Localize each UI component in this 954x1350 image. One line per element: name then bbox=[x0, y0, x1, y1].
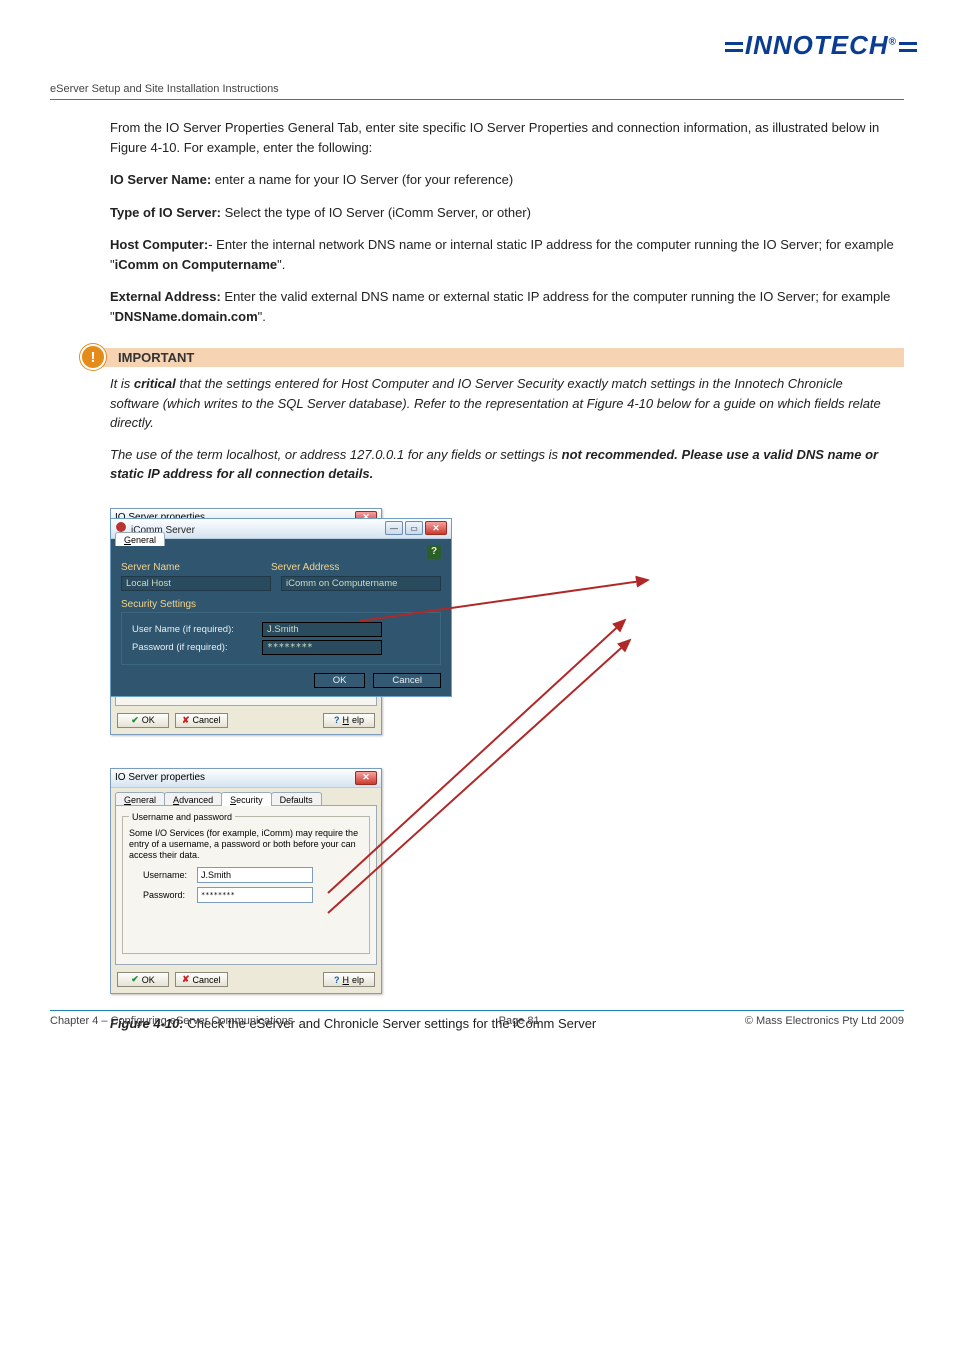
footer-right: © Mass Electronics Pty Ltd 2009 bbox=[745, 1015, 904, 1027]
io-server-properties-security-window: IO Server properties ✕ General Advanced … bbox=[110, 768, 382, 995]
cancel-button[interactable]: ✘Cancel bbox=[175, 713, 228, 728]
important-block: ! IMPORTANT It is critical that the sett… bbox=[50, 344, 904, 484]
security-settings-title: Security Settings bbox=[121, 599, 441, 610]
security-username-input[interactable]: J.Smith bbox=[197, 867, 313, 883]
tab-security[interactable]: Security bbox=[221, 792, 272, 806]
icomm-password-input[interactable]: ******** bbox=[262, 640, 382, 655]
server-name-value[interactable]: Local Host bbox=[121, 576, 271, 591]
tab-general[interactable]: General bbox=[115, 792, 165, 806]
server-address-header: Server Address bbox=[271, 562, 431, 573]
tab-defaults[interactable]: Defaults bbox=[271, 792, 322, 806]
tab-general[interactable]: General bbox=[115, 532, 165, 546]
win2-user-label: Username: bbox=[143, 870, 193, 880]
app-icon bbox=[115, 521, 127, 533]
win2-title: IO Server properties bbox=[115, 772, 205, 783]
tab-advanced[interactable]: Advanced bbox=[164, 792, 222, 806]
document-header: eServer Setup and Site Installation Inst… bbox=[50, 83, 904, 95]
help-button[interactable]: ?Help bbox=[323, 713, 375, 728]
important-p2: The use of the term localhost, or addres… bbox=[110, 445, 894, 484]
win2-desc: Some I/O Services (for example, iComm) m… bbox=[129, 828, 363, 862]
win2-group-label: Username and password bbox=[129, 812, 235, 822]
ok-button[interactable]: ✔OK bbox=[117, 972, 169, 987]
icomm-username-input[interactable]: J.Smith bbox=[262, 622, 382, 637]
win3-pass-label: Password (if required): bbox=[132, 642, 262, 653]
maximize-icon[interactable]: ▭ bbox=[405, 521, 423, 535]
server-address-value[interactable]: iComm on Computername bbox=[281, 576, 441, 591]
ok-button[interactable]: ✔OK bbox=[117, 713, 169, 728]
win3-user-label: User Name (if required): bbox=[132, 624, 262, 635]
ok-button[interactable]: OK bbox=[314, 673, 366, 688]
page-footer: Chapter 4 – Configuring eServer Communic… bbox=[50, 1010, 904, 1027]
cancel-button[interactable]: Cancel bbox=[373, 673, 441, 688]
host-line: Host Computer:- Enter the internal netwo… bbox=[110, 235, 894, 274]
close-icon[interactable]: ✕ bbox=[355, 771, 377, 785]
ext-line: External Address: Enter the valid extern… bbox=[110, 287, 894, 326]
type-line: Type of IO Server: Select the type of IO… bbox=[110, 203, 894, 223]
figure-area: IO Server properties ✕ General Advanced … bbox=[110, 508, 904, 1008]
server-name-header: Server Name bbox=[121, 562, 271, 573]
security-password-input[interactable]: ******** bbox=[197, 887, 313, 903]
important-p1: It is critical that the settings entered… bbox=[110, 374, 894, 433]
help-button[interactable]: ?Help bbox=[323, 972, 375, 987]
win2-tabs: General Advanced Security Defaults bbox=[115, 792, 377, 806]
intro-paragraph: From the IO Server Properties General Ta… bbox=[110, 118, 894, 157]
io-name-line: IO Server Name: enter a name for your IO… bbox=[110, 170, 894, 190]
important-label: IMPORTANT bbox=[96, 348, 904, 367]
cancel-button[interactable]: ✘Cancel bbox=[175, 972, 228, 987]
header-rule bbox=[50, 99, 904, 100]
win2-pass-label: Password: bbox=[143, 890, 193, 900]
minimize-icon[interactable]: — bbox=[385, 521, 403, 535]
footer-center: Page 81 bbox=[499, 1015, 540, 1027]
help-icon[interactable]: ? bbox=[427, 545, 441, 559]
brand-logo: INNOTECH® bbox=[50, 30, 919, 61]
footer-left: Chapter 4 – Configuring eServer Communic… bbox=[50, 1015, 293, 1027]
important-icon: ! bbox=[80, 344, 106, 370]
close-icon[interactable]: ✕ bbox=[425, 521, 447, 535]
body-text: From the IO Server Properties General Ta… bbox=[110, 118, 894, 326]
